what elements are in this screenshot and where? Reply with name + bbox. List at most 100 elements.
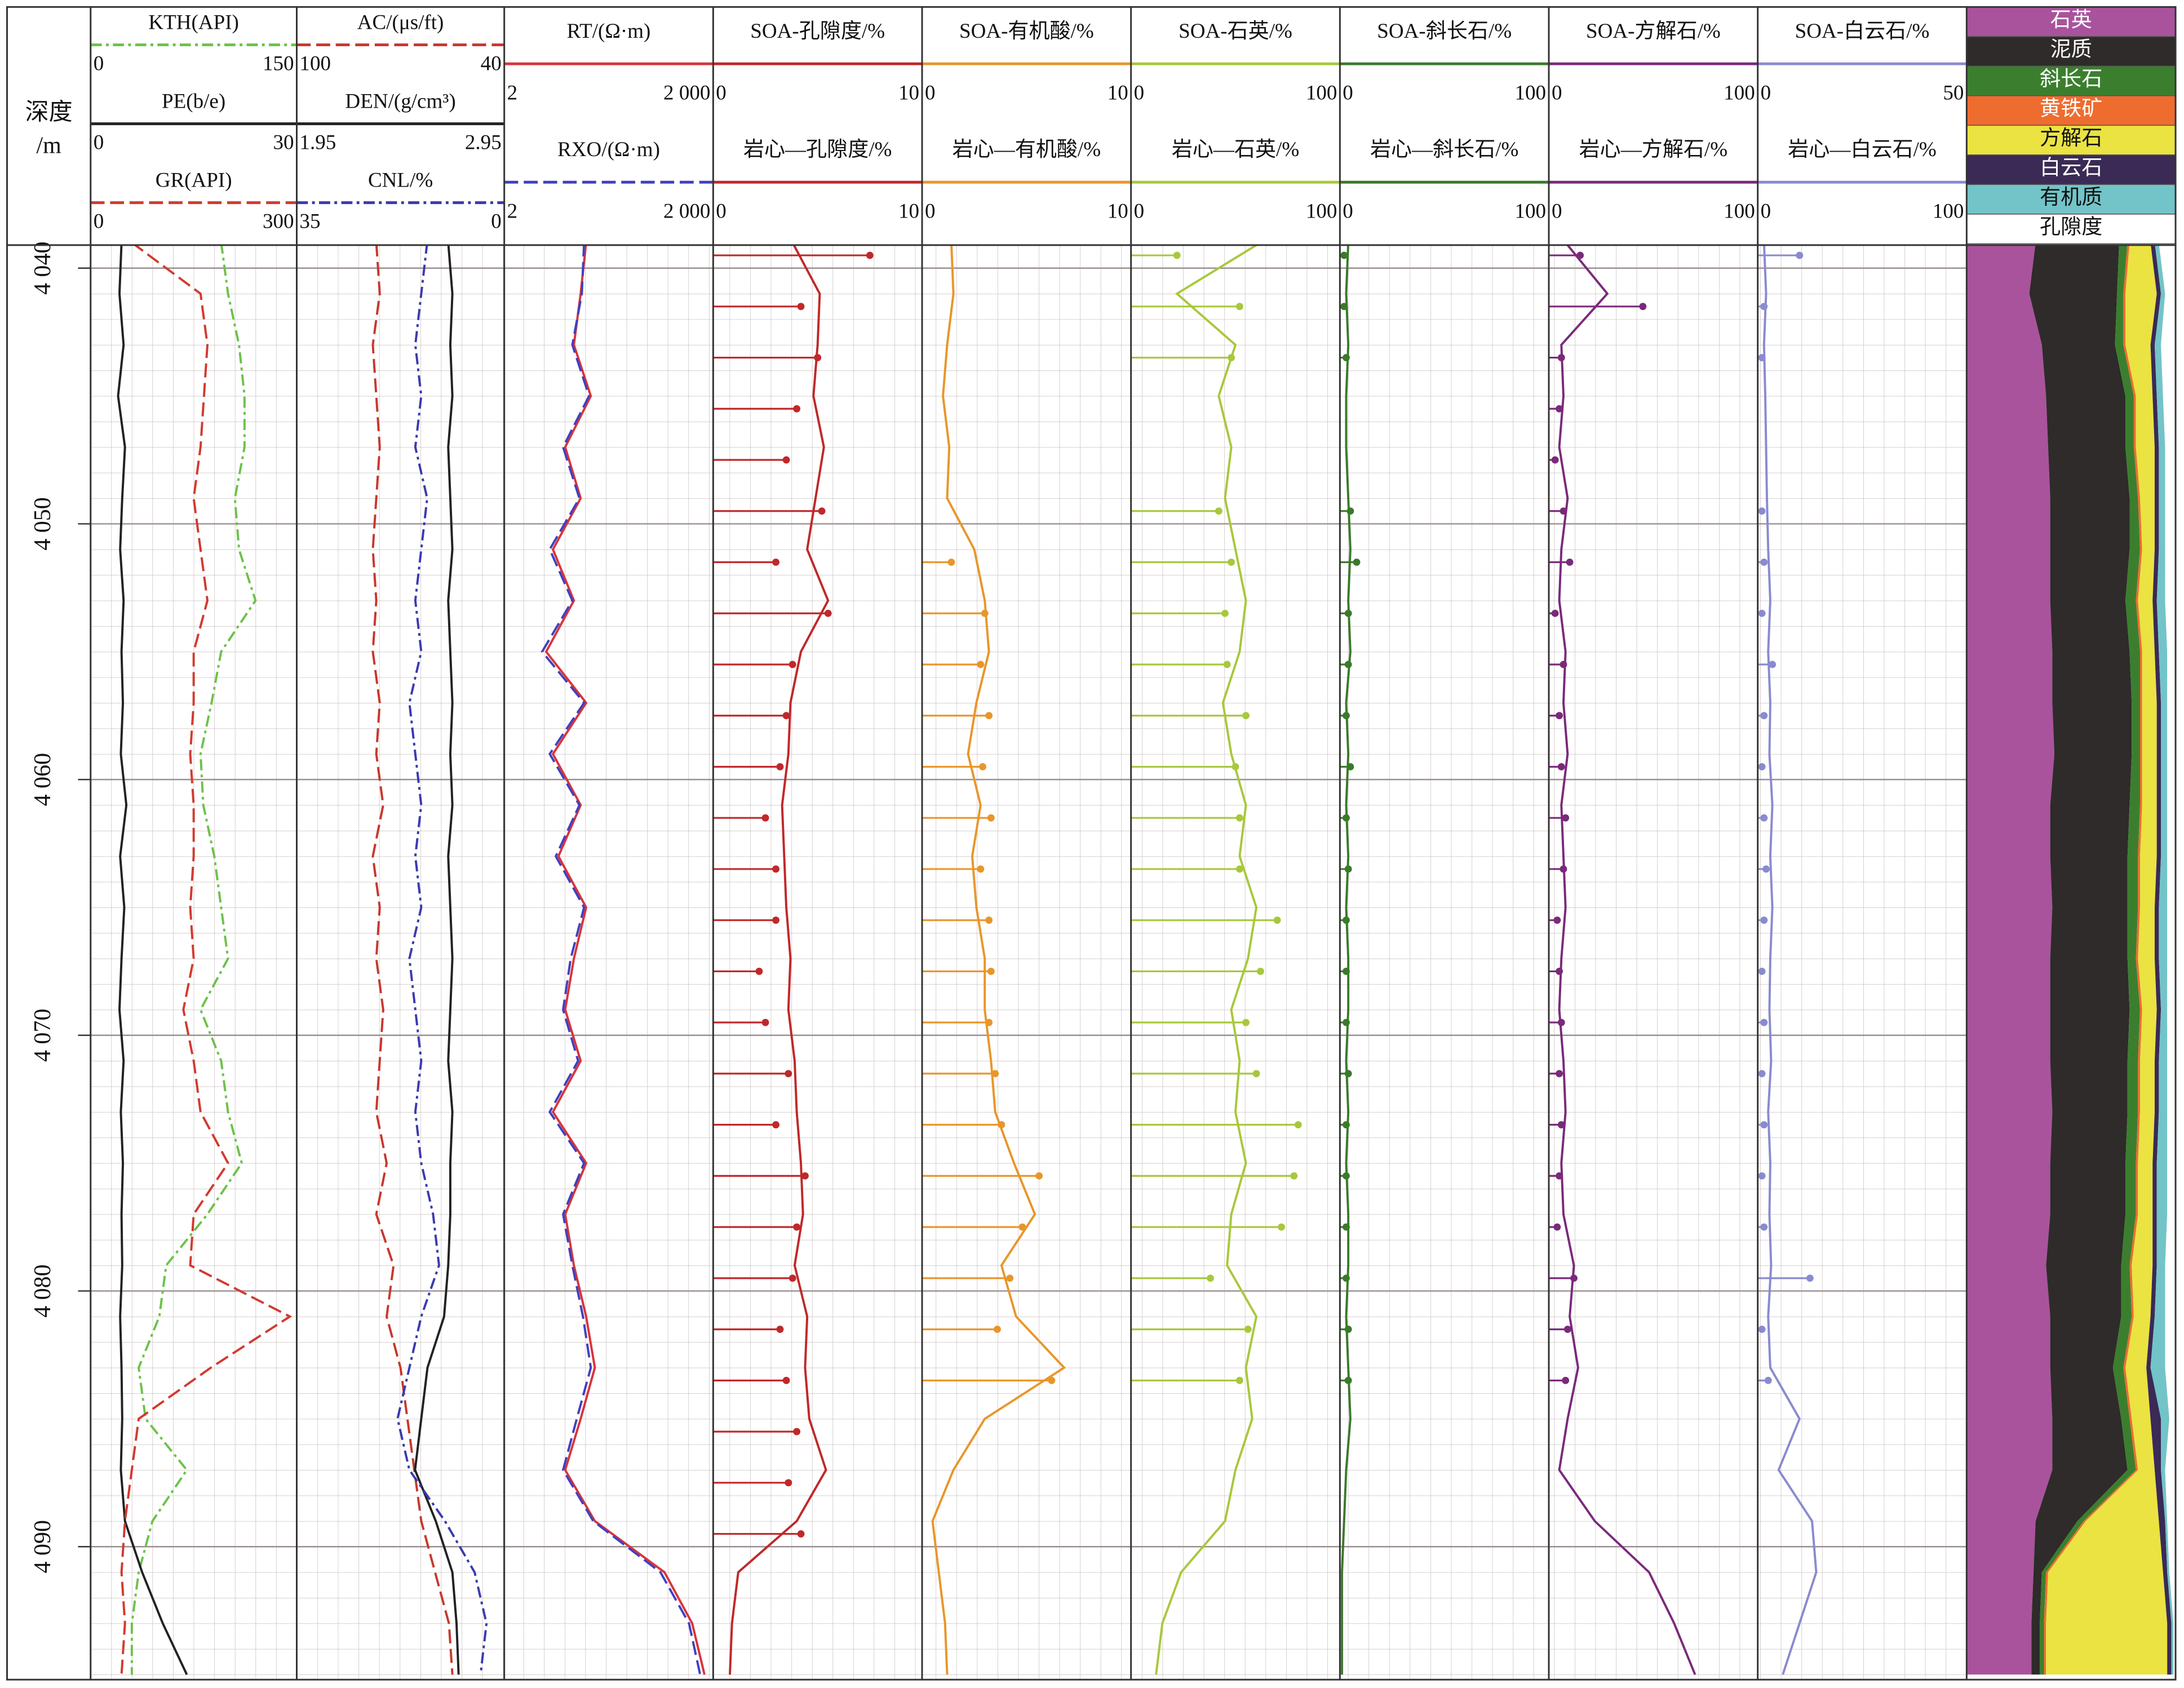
scale-label: 0 (94, 131, 104, 154)
curve-name: SOA-白云石/% (1795, 19, 1930, 43)
core-point (1760, 712, 1768, 720)
scale-label: 100 (1306, 81, 1337, 104)
scale-label: 2 (507, 81, 518, 104)
core-point (1758, 1070, 1766, 1078)
core-point (1760, 303, 1768, 311)
core-point (1556, 1172, 1563, 1180)
core-point (797, 303, 805, 311)
core-point (1760, 814, 1768, 822)
core-point (1551, 609, 1559, 617)
curve-name: DEN/(g/cm³) (345, 90, 455, 113)
lithology-area (1966, 245, 2055, 1675)
scale-label: 0 (94, 210, 104, 233)
scale-label: 100 (1724, 200, 1755, 223)
core-point (1242, 712, 1250, 720)
core-point (1343, 1274, 1350, 1282)
curve-name: AC/(μs/ft) (357, 11, 444, 34)
core-point (1343, 712, 1350, 720)
core-point (1560, 661, 1567, 668)
core-point (814, 354, 822, 361)
core-point (1215, 507, 1222, 515)
lithology-area (2040, 245, 2141, 1675)
core-point (782, 1376, 790, 1384)
legend-swatch (1966, 95, 2176, 126)
core-point (1346, 507, 1354, 515)
core-point (772, 559, 779, 566)
y-tick-label: 4 040 (30, 242, 56, 295)
core-point (1344, 609, 1352, 617)
core-point (1006, 1274, 1014, 1282)
core-point (782, 712, 790, 720)
track-grid (1340, 245, 1549, 1680)
scale-label: 50 (1943, 81, 1964, 104)
legend-label: 石英 (2050, 8, 2092, 32)
scale-label: 100 (299, 52, 331, 75)
legend-label: 孔隙度 (2040, 215, 2102, 239)
curve-name: SOA-方解石/% (1586, 19, 1721, 43)
scale-label: 0 (716, 200, 726, 223)
core-point (755, 968, 763, 975)
scale-label: 0 (1134, 200, 1145, 223)
scale-label: 0 (1552, 200, 1562, 223)
core-point (793, 405, 801, 413)
core-point (977, 661, 985, 668)
core-point (1760, 916, 1768, 924)
curve-name: RXO/(Ω·m) (557, 138, 660, 161)
core-point (1290, 1172, 1298, 1180)
scale-label: 0 (94, 52, 104, 75)
depth-label: /m (36, 133, 61, 159)
scale-label: 0 (1552, 81, 1562, 104)
core-point (1760, 559, 1768, 566)
core-point (1762, 865, 1770, 873)
curve-name: 岩心—有机酸/% (953, 138, 1101, 161)
y-tick-label: 4 060 (30, 753, 56, 806)
legend-swatch (1966, 154, 2176, 185)
y-tick-label: 4 090 (30, 1520, 56, 1574)
legend-label: 方解石 (2040, 126, 2102, 150)
log-curve (414, 245, 460, 1675)
y-tick-label: 4 080 (30, 1264, 56, 1317)
log-curve (931, 245, 1066, 1675)
core-point (1207, 1274, 1214, 1282)
curve-name: 岩心—斜长石/% (1370, 138, 1518, 161)
scale-label: 2 000 (663, 81, 710, 104)
core-point (1346, 763, 1354, 770)
core-point (1758, 354, 1766, 361)
curve-name: SOA-孔隙度/% (750, 19, 885, 43)
core-point (1758, 1326, 1766, 1333)
core-point (1563, 1326, 1571, 1333)
log-curve (130, 245, 257, 1675)
curve-name: 岩心—石英/% (1172, 138, 1299, 161)
core-point (1553, 916, 1561, 924)
scale-label: 0 (1761, 81, 1771, 104)
core-point (1557, 1018, 1565, 1026)
core-point (1764, 1376, 1772, 1384)
core-point (1553, 1223, 1561, 1231)
scale-label: 35 (299, 210, 320, 233)
scale-label: 10 (898, 200, 919, 223)
curve-name: SOA-石英/% (1179, 20, 1292, 43)
frame (6, 6, 2177, 1681)
core-point (1344, 1376, 1352, 1384)
lithology-area (2046, 245, 2168, 1675)
core-point (991, 1070, 999, 1078)
scale-label: 100 (1724, 81, 1755, 104)
scale-label: 1.95 (299, 131, 336, 154)
core-point (1236, 865, 1243, 873)
core-point (1560, 865, 1567, 873)
scale-label: 0 (1343, 81, 1353, 104)
curve-name: RT/(Ω·m) (567, 20, 651, 43)
log-curve (544, 245, 706, 1675)
core-point (985, 916, 993, 924)
core-point (1560, 507, 1567, 515)
core-point (1343, 814, 1350, 822)
core-point (1343, 354, 1350, 361)
core-point (1273, 916, 1281, 924)
core-point (1758, 1172, 1766, 1180)
track-grid (922, 245, 1131, 1680)
scale-label: 100 (1515, 81, 1547, 104)
core-point (772, 1121, 779, 1129)
core-point (1242, 1018, 1250, 1026)
